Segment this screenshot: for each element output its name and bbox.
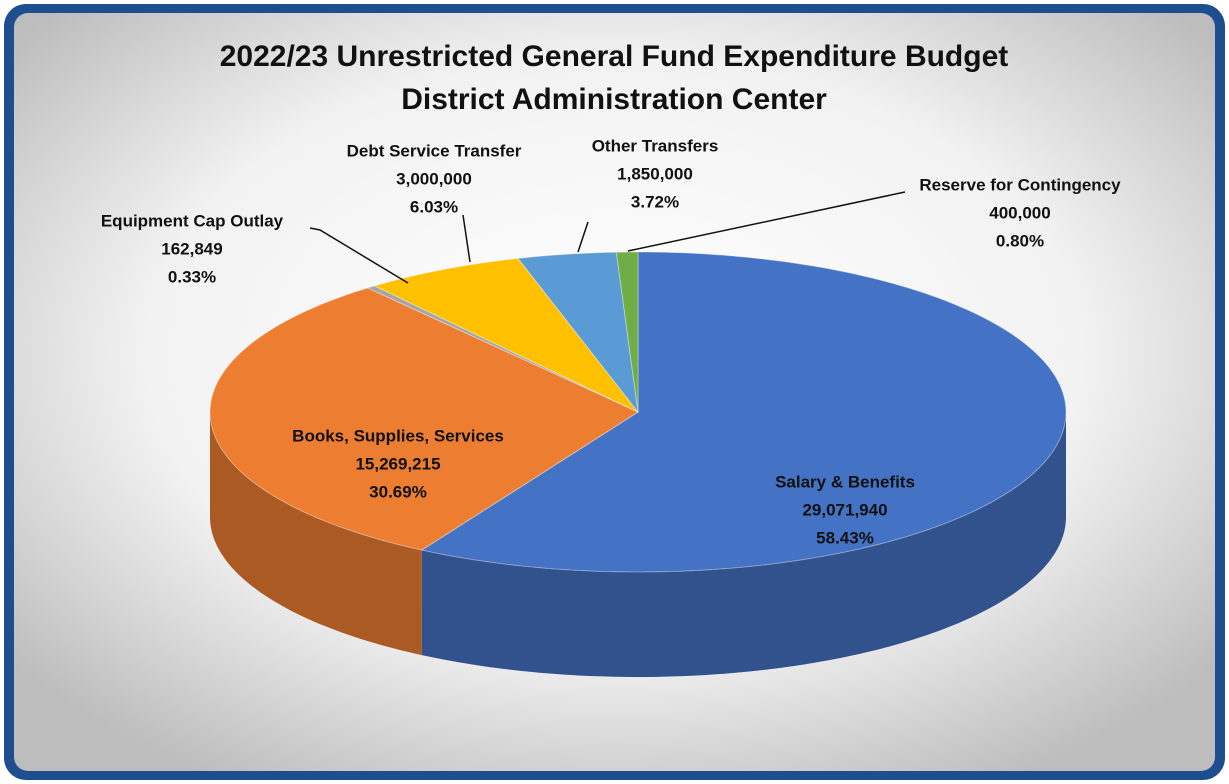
chart-subtitle: District Administration Center xyxy=(401,83,827,116)
slice xyxy=(373,257,639,413)
slice-label: Books, Supplies, Services xyxy=(292,426,504,445)
slice-label: Other Transfers xyxy=(592,136,719,155)
slice xyxy=(615,251,639,413)
value-label: 162,849 xyxy=(161,239,222,258)
percentage-label: 3.72% xyxy=(631,192,679,211)
leader-line xyxy=(462,214,471,263)
percentage-label: 30.69% xyxy=(369,482,427,501)
slice-side xyxy=(421,412,1066,677)
value-label: 29,071,940 xyxy=(802,500,887,519)
value-label: 15,269,215 xyxy=(355,454,440,473)
value-label: 3,000,000 xyxy=(396,169,472,188)
slice-label: Equipment Cap Outlay xyxy=(101,211,284,230)
percentage-label: 58.43% xyxy=(816,528,874,547)
leader-line xyxy=(309,227,409,284)
slice xyxy=(366,285,639,413)
slice-label: Reserve for Contingency xyxy=(919,175,1121,194)
slice xyxy=(420,251,1067,573)
slice-label: Debt Service Transfer xyxy=(347,141,522,160)
slice-label: Salary & Benefits xyxy=(775,472,915,491)
leader-lines xyxy=(309,191,906,284)
percentage-label: 0.80% xyxy=(996,231,1044,250)
percentage-label: 6.03% xyxy=(410,197,458,216)
leader-line xyxy=(627,191,906,252)
value-label: 400,000 xyxy=(989,203,1050,222)
slice xyxy=(209,287,640,551)
chart-title: 2022/23 Unrestricted General Fund Expend… xyxy=(220,40,1009,73)
value-label: 1,850,000 xyxy=(617,164,693,183)
slice xyxy=(517,251,639,414)
slice-side xyxy=(210,412,422,656)
leader-line xyxy=(577,221,589,253)
percentage-label: 0.33% xyxy=(168,267,216,286)
